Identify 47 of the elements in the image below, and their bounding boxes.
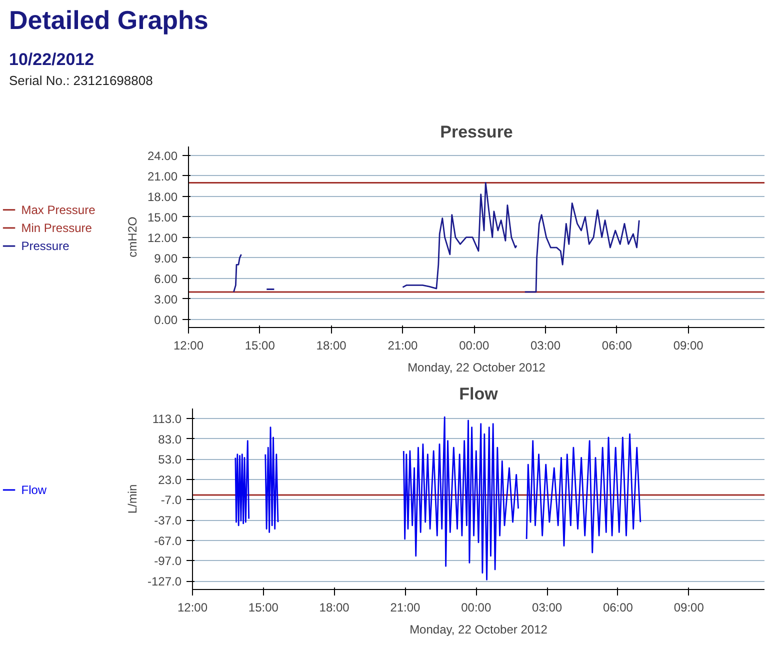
y-tick-label: 113.0 xyxy=(152,412,182,426)
x-axis-title: Monday, 22 October 2012 xyxy=(410,622,548,636)
x-tick-label: 03:00 xyxy=(532,600,562,614)
y-tick-label: 0.00 xyxy=(154,312,178,327)
y-tick-label: 12.00 xyxy=(147,230,178,245)
x-tick-label: 12:00 xyxy=(177,600,208,614)
y-axis-title: L/min xyxy=(125,484,140,514)
x-tick-label: 06:00 xyxy=(602,600,634,614)
text: Detailed Graphs xyxy=(9,5,208,36)
x-tick-label: 06:00 xyxy=(602,338,632,352)
y-tick-label: 15.00 xyxy=(147,210,178,224)
x-tick-label: 15:00 xyxy=(244,338,276,352)
y-tick-label: 9.00 xyxy=(154,251,178,266)
x-tick-label: 15:00 xyxy=(248,600,279,614)
y-tick-label: 83.0 xyxy=(158,432,182,446)
x-tick-label: 21:00 xyxy=(388,338,418,352)
chart-title: Pressure xyxy=(440,122,513,142)
y-tick-label: 21.00 xyxy=(147,169,178,184)
y-tick-label: 23.0 xyxy=(158,472,182,487)
x-tick-label: 18:00 xyxy=(319,600,350,614)
x-tick-label: 21:00 xyxy=(390,600,421,614)
y-tick-label: -37.0 xyxy=(154,514,182,528)
chart-title: Flow xyxy=(459,384,499,404)
y-axis-title: cmH2O xyxy=(125,216,140,258)
x-tick-label: 00:00 xyxy=(461,600,492,614)
x-tick-label: 18:00 xyxy=(316,338,347,352)
x-tick-label: 09:00 xyxy=(674,600,704,614)
y-tick-label: 6.00 xyxy=(154,272,178,286)
y-tick-label: -127.0 xyxy=(147,574,182,589)
y-tick-label: 3.00 xyxy=(154,292,178,306)
legend-label: Min Pressure xyxy=(21,220,92,235)
x-tick-label: 12:00 xyxy=(173,338,204,352)
legend-label: Max Pressure xyxy=(21,202,96,217)
y-tick-label: 24.00 xyxy=(147,148,178,163)
y-tick-label: 18.00 xyxy=(147,190,178,204)
y-tick-label: -67.0 xyxy=(154,534,182,548)
text: 10/22/2012 xyxy=(9,50,96,70)
text: Serial No.: 23121698808 xyxy=(9,73,154,88)
legend-label: Pressure xyxy=(21,239,70,254)
y-tick-label: -97.0 xyxy=(154,554,182,568)
x-tick-label: 03:00 xyxy=(530,338,561,352)
x-tick-label: 09:00 xyxy=(673,338,704,352)
x-tick-label: 00:00 xyxy=(459,338,490,352)
y-tick-label: 53.0 xyxy=(158,452,182,467)
x-axis-title: Monday, 22 October 2012 xyxy=(408,360,546,374)
y-tick-label: -7.0 xyxy=(160,493,182,508)
legend-label: Flow xyxy=(21,482,47,497)
